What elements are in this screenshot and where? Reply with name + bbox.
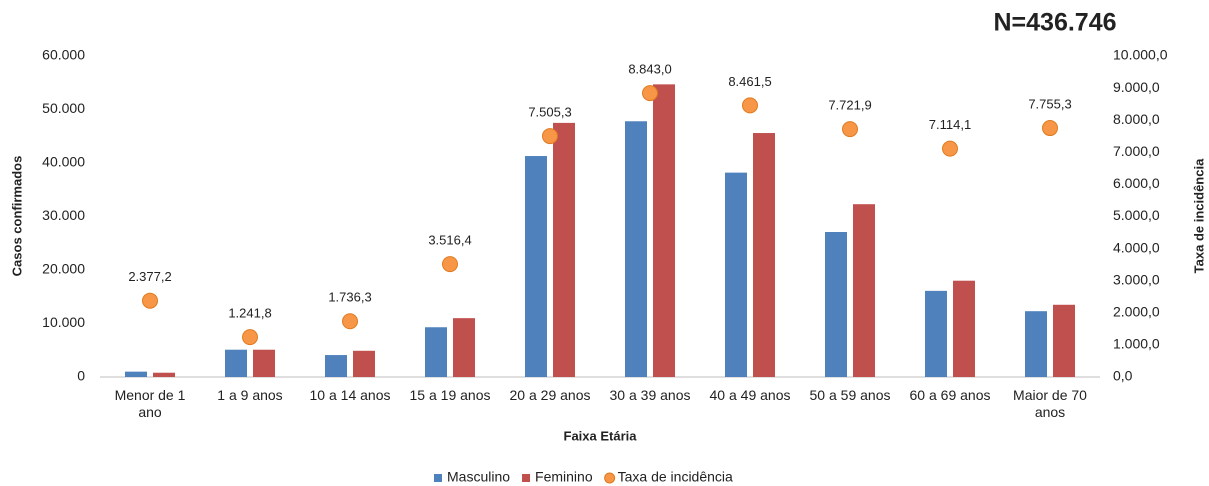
bar [853,204,875,377]
y2-tick-label: 3.000,0 [1113,271,1160,287]
bar [325,355,347,377]
data-label: 1.241,8 [228,306,271,321]
x-tick-label: 30 a 39 anos [609,387,691,403]
data-label: 1.736,3 [328,290,371,305]
bar [1053,304,1075,377]
bar [1025,311,1047,377]
bar [353,350,375,377]
annotation: N=436.746 [993,9,1116,37]
y2-axis-title: Taxa de incidência [1191,158,1206,273]
legend-swatch [434,474,442,482]
marker [342,313,358,330]
marker [242,329,258,346]
y-tick-label: 0 [77,368,85,384]
marker [1042,120,1058,137]
x-axis-title: Faixa Etária [564,428,638,443]
y2-tick-label: 10.000,0 [1113,47,1168,63]
marker [642,85,658,102]
legend-swatch [604,472,616,484]
y2-tick-label: 8.000,0 [1113,111,1160,127]
x-tick-label: 50 a 59 anos [809,387,891,403]
marker [742,97,758,114]
bar [825,232,847,377]
bar [153,372,175,377]
y2-tick-label: 1.000,0 [1113,336,1160,352]
bar [753,133,775,377]
data-label: 8.461,5 [728,74,771,89]
x-tick-label: 1 a 9 anos [217,387,283,403]
x-tick-label: 15 a 19 anos [409,387,491,403]
bar [953,280,975,377]
y-tick-label: 10.000 [42,314,85,330]
y-tick-label: 50.000 [42,100,85,116]
bar [725,172,747,377]
bar [225,349,247,377]
bar [253,349,275,377]
y2-tick-label: 9.000,0 [1113,79,1160,95]
bar [925,290,947,377]
data-label: 7.755,3 [1028,96,1071,111]
bar [453,318,475,377]
x-tick-label: 60 a 69 anos [909,387,991,403]
data-label: 7.721,9 [828,98,871,113]
legend-swatch [522,474,531,482]
bar [653,84,675,377]
marker [842,121,858,138]
data-label: 3.516,4 [428,233,471,248]
marker [442,256,458,273]
data-label: 7.114,1 [929,117,971,132]
y-tick-label: 60.000 [42,47,85,63]
y2-tick-label: 5.000,0 [1113,207,1160,223]
y-tick-label: 20.000 [42,261,85,277]
x-tick-label: 10 a 14 anos [309,387,391,403]
data-label: 7.505,3 [528,105,571,120]
y2-tick-label: 0,0 [1113,368,1133,384]
legend-label: Feminino [535,469,593,485]
bar [125,371,147,377]
y2-tick-label: 6.000,0 [1113,175,1160,191]
bar [625,121,647,378]
x-tick-label: 20 a 29 anos [509,387,591,403]
marker [942,140,958,157]
y-axis-title: Casos confirmados [9,156,24,277]
y2-tick-label: 2.000,0 [1113,304,1160,320]
x-tick-label: Maior de 70 anos [1013,387,1087,420]
marker [542,128,558,145]
legend-label: Masculino [447,469,510,485]
marker [142,292,158,309]
bar [553,122,575,377]
y-tick-label: 40.000 [42,154,85,170]
data-label: 2.377,2 [128,269,171,284]
bar [425,327,447,377]
x-tick-label: Menor de 1 ano [114,387,186,420]
legend-label: Taxa de incidência [618,469,733,485]
y2-tick-label: 4.000,0 [1113,239,1160,255]
y-tick-label: 30.000 [42,207,85,223]
bar [525,156,547,377]
y2-tick-label: 7.000,0 [1113,143,1160,159]
x-tick-label: 40 a 49 anos [709,387,791,403]
data-label: 8.843,0 [628,62,671,77]
